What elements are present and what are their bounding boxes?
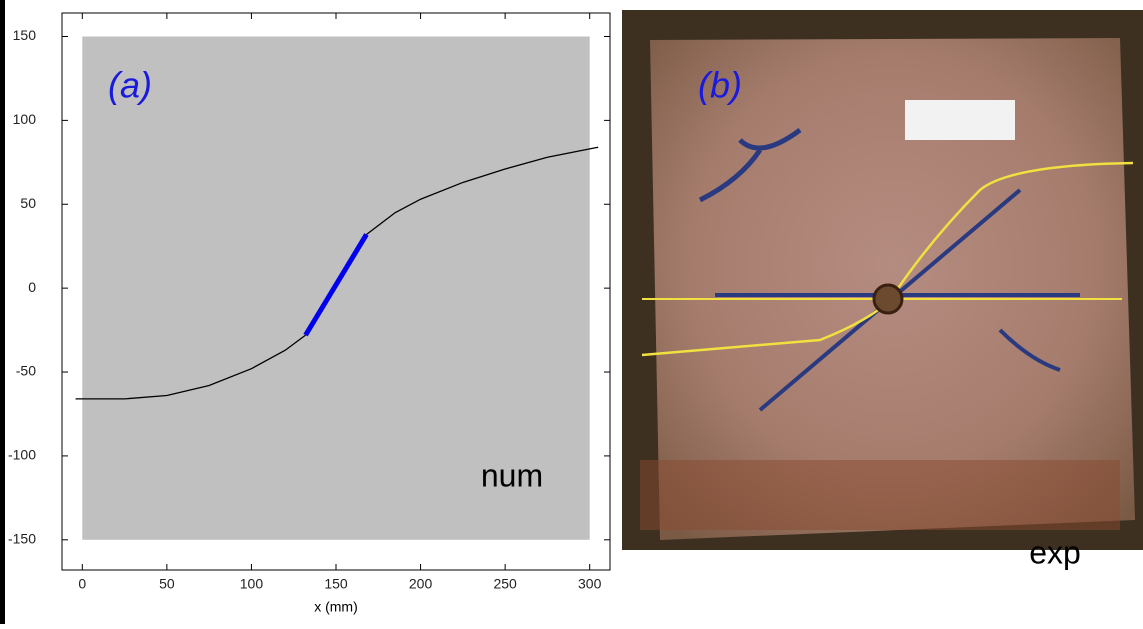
- label-patch: [905, 100, 1015, 140]
- hole: [874, 285, 902, 313]
- y-tick-label: 100: [13, 111, 37, 127]
- panel-label: (b): [698, 65, 742, 106]
- y-tick-label: 0: [28, 279, 36, 295]
- x-tick-label: 0: [78, 576, 86, 592]
- y-tick-label: -100: [8, 447, 36, 463]
- photo: (b) exp: [622, 10, 1143, 570]
- x-tick-label: 100: [240, 576, 264, 592]
- x-tick-label: 150: [324, 576, 348, 592]
- y-tick-label: -50: [16, 363, 36, 379]
- specimen-edge: [640, 460, 1120, 530]
- annotation: num: [481, 457, 543, 493]
- x-tick-label: 250: [493, 576, 517, 592]
- panel-label: (a): [108, 65, 152, 106]
- y-tick-label: 50: [20, 195, 36, 211]
- x-axis-title: x (mm): [314, 599, 358, 615]
- left-border: [0, 0, 5, 624]
- figure: (b) exp 0 50 100 150 200 250 300 -150 -100 -50 0 50…: [0, 0, 1143, 624]
- x-tick-label: 300: [578, 576, 602, 592]
- y-tick-label: 150: [13, 27, 37, 43]
- y-tick-label: -150: [8, 531, 36, 547]
- x-tick-label: 50: [159, 576, 175, 592]
- chart: 0 50 100 150 200 250 300 -150 -100 -50 0 50 100 150 x …: [8, 13, 610, 615]
- panel-caption: exp: [1029, 534, 1081, 570]
- x-tick-label: 200: [409, 576, 433, 592]
